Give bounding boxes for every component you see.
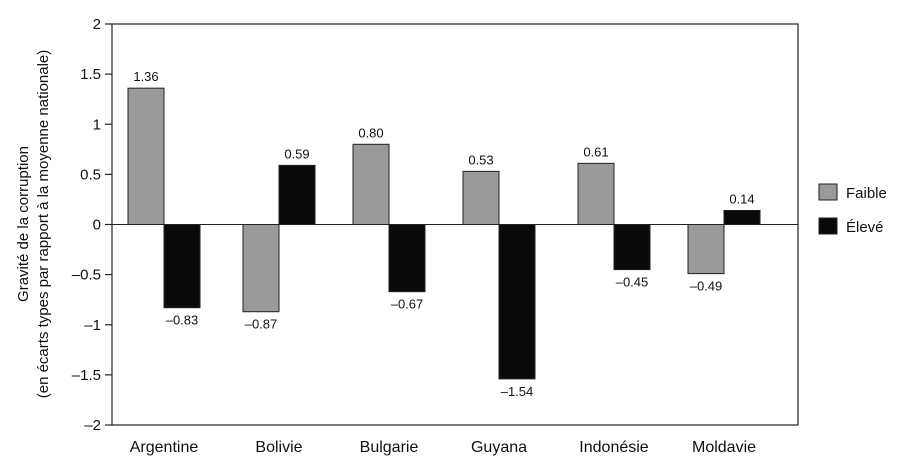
bar-eleve (163, 224, 201, 309)
y-tick-label: –2 (84, 417, 101, 434)
x-category-label: Moldavie (692, 439, 756, 456)
y-tick-label: 0.5 (80, 166, 101, 183)
data-label-faible: 0.61 (583, 144, 608, 159)
y-axis-title: Gravité de la corruption (15, 146, 32, 302)
bar-eleve (723, 209, 761, 225)
bar-faible (127, 87, 165, 225)
y-axis: 2 1.5 1 0.5 0 –0.5 –1 –1.5 –2 (72, 16, 112, 434)
data-label-faible: –0.87 (245, 317, 278, 332)
bar-eleve (278, 164, 316, 225)
data-label-eleve: –1.54 (501, 384, 534, 399)
y-tick-label: 2 (93, 16, 101, 33)
x-category-label: Indonésie (579, 439, 648, 456)
legend-label-faible: Faible (846, 185, 887, 202)
bar-eleve (388, 224, 426, 293)
data-label-faible: 1.36 (133, 69, 158, 84)
data-labels: 1.36 –0.83 –0.87 0.59 0.80 –0.67 0.53 –1.54 0.61… (133, 69, 754, 399)
data-label-eleve: –0.67 (391, 297, 424, 312)
y-tick-label: 1 (93, 116, 101, 133)
x-category-label: Bulgarie (360, 439, 419, 456)
y-tick-label: 0 (93, 217, 101, 234)
data-label-eleve: 0.14 (729, 191, 754, 206)
bar-eleve (613, 224, 651, 271)
data-label-faible: –0.49 (690, 279, 723, 294)
bar-eleve (498, 224, 536, 380)
x-axis: Argentine Bolivie Bulgarie Guyana Indonésie M… (130, 439, 756, 456)
x-category-label: Bolivie (255, 439, 302, 456)
legend-swatch-faible (818, 183, 838, 201)
data-label-faible: 0.53 (468, 152, 493, 167)
bar-faible (687, 224, 725, 275)
legend-swatch-eleve (818, 217, 838, 235)
x-category-label: Guyana (471, 439, 527, 456)
bar-faible (352, 143, 390, 225)
data-label-eleve: –0.83 (166, 313, 199, 328)
legend-label-eleve: Élevé (846, 219, 884, 236)
y-tick-label: –0.5 (72, 267, 101, 284)
data-label-eleve: –0.45 (616, 275, 649, 290)
data-label-faible: 0.80 (358, 125, 383, 140)
y-tick-label: –1.5 (72, 367, 101, 384)
bar-faible (242, 224, 280, 313)
y-tick-label: 1.5 (80, 66, 101, 83)
y-tick-label: –1 (84, 317, 101, 334)
bars (127, 87, 761, 380)
bar-faible (462, 170, 500, 225)
y-axis-subtitle: (en écarts types par rapport à la moyenn… (35, 50, 52, 399)
bar-faible (577, 162, 615, 226)
x-category-label: Argentine (130, 439, 199, 456)
legend: Faible Élevé (818, 183, 887, 236)
data-label-eleve: 0.59 (284, 146, 309, 161)
